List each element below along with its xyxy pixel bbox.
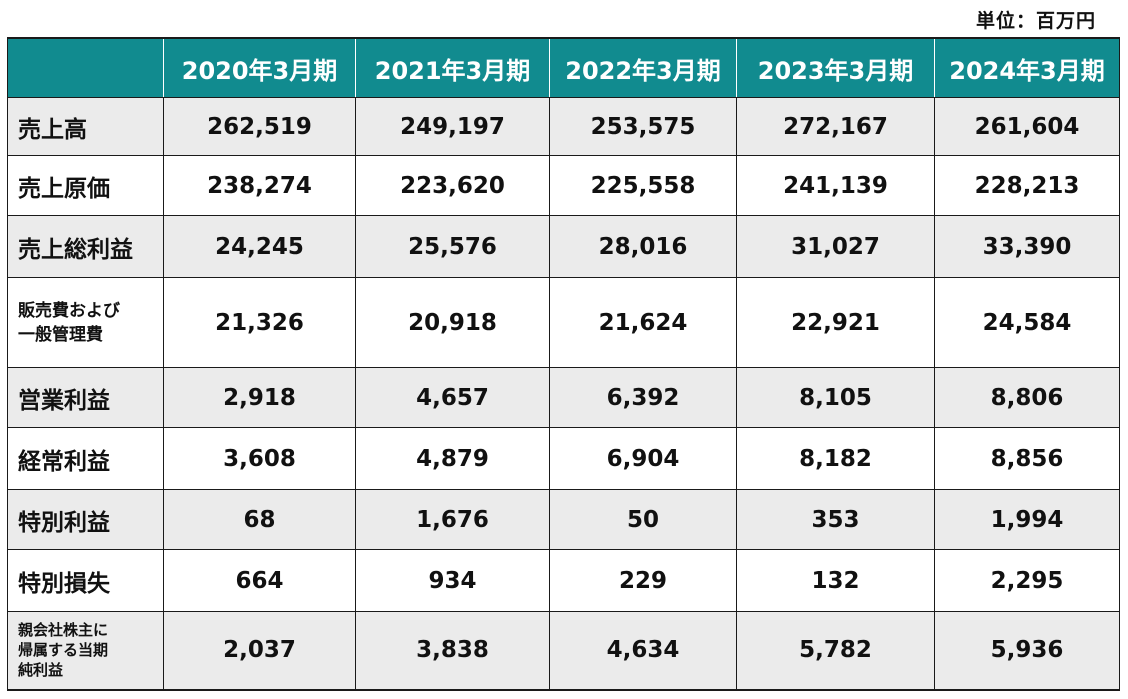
table-cell: 2,295	[934, 549, 1120, 612]
table-cell: 31,027	[736, 215, 935, 278]
row-label: 特別損失	[7, 549, 164, 612]
column-header: 2024年3月期	[934, 37, 1120, 98]
table-cell: 238,274	[163, 155, 356, 216]
table-cell: 3,608	[163, 427, 356, 490]
header-row: 2020年3月期 2021年3月期 2022年3月期 2023年3月期 2024…	[7, 37, 1120, 98]
row-label-line: 親会社株主に	[18, 621, 109, 640]
table-cell: 1,676	[355, 489, 550, 550]
table-cell: 8,105	[736, 367, 935, 428]
table-cell: 24,245	[163, 215, 356, 278]
table-cell: 8,806	[934, 367, 1120, 428]
table-cell: 223,620	[355, 155, 550, 216]
table-cell: 8,856	[934, 427, 1120, 490]
row-label: 売上原価	[7, 155, 164, 216]
table-cell: 6,392	[549, 367, 737, 428]
table-cell: 249,197	[355, 97, 550, 156]
table-row: 親会社株主に 帰属する当期 純利益 2,037 3,838 4,634 5,782 …	[7, 611, 1120, 691]
table-cell: 33,390	[934, 215, 1120, 278]
table-cell: 4,879	[355, 427, 550, 490]
column-header: 2020年3月期	[163, 37, 356, 98]
table-cell: 6,904	[549, 427, 737, 490]
column-header: 2022年3月期	[549, 37, 737, 98]
row-label: 親会社株主に 帰属する当期 純利益	[7, 611, 164, 691]
table-cell: 4,657	[355, 367, 550, 428]
column-header: 2023年3月期	[736, 37, 935, 98]
header-corner	[7, 37, 164, 98]
table-cell: 253,575	[549, 97, 737, 156]
column-header: 2021年3月期	[355, 37, 550, 98]
table-row: 売上原価 238,274 223,620 225,558 241,139 228…	[7, 155, 1120, 216]
table-row: 売上高 262,519 249,197 253,575 272,167 261,…	[7, 97, 1120, 156]
row-label: 営業利益	[7, 367, 164, 428]
table-cell: 353	[736, 489, 935, 550]
table-cell: 50	[549, 489, 737, 550]
row-label-line: 販売費および	[18, 300, 120, 321]
table-cell: 3,838	[355, 611, 550, 691]
table-cell: 132	[736, 549, 935, 612]
table-cell: 24,584	[934, 277, 1120, 368]
table-cell: 5,936	[934, 611, 1120, 691]
row-label: 特別利益	[7, 489, 164, 550]
table-cell: 225,558	[549, 155, 737, 216]
table-row: 販売費および 一般管理費 21,326 20,918 21,624 22,921 …	[7, 277, 1120, 368]
table-row: 特別損失 664 934 229 132 2,295	[7, 549, 1120, 612]
row-label: 売上高	[7, 97, 164, 156]
table-cell: 2,037	[163, 611, 356, 691]
table-cell: 68	[163, 489, 356, 550]
table-row: 特別利益 68 1,676 50 353 1,994	[7, 489, 1120, 550]
row-label-line: 純利益	[18, 661, 64, 680]
table-cell: 21,326	[163, 277, 356, 368]
table-cell: 664	[163, 549, 356, 612]
unit-label: 単位：百万円	[975, 10, 1096, 32]
table-row: 営業利益 2,918 4,657 6,392 8,105 8,806	[7, 367, 1120, 428]
table-cell: 272,167	[736, 97, 935, 156]
table-cell: 229	[549, 549, 737, 612]
row-label: 販売費および 一般管理費	[7, 277, 164, 368]
table-cell: 934	[355, 549, 550, 612]
table-cell: 261,604	[934, 97, 1120, 156]
table-cell: 262,519	[163, 97, 356, 156]
table-cell: 5,782	[736, 611, 935, 691]
table-cell: 25,576	[355, 215, 550, 278]
table-cell: 241,139	[736, 155, 935, 216]
row-label-line: 一般管理費	[18, 324, 103, 345]
financial-table: 2020年3月期 2021年3月期 2022年3月期 2023年3月期 2024…	[7, 37, 1120, 691]
row-label: 売上総利益	[7, 215, 164, 278]
table-cell: 4,634	[549, 611, 737, 691]
table-cell: 22,921	[736, 277, 935, 368]
table-cell: 20,918	[355, 277, 550, 368]
row-label-line: 帰属する当期	[18, 641, 109, 660]
table-cell: 1,994	[934, 489, 1120, 550]
table-cell: 228,213	[934, 155, 1120, 216]
row-label: 経常利益	[7, 427, 164, 490]
table-row: 売上総利益 24,245 25,576 28,016 31,027 33,390	[7, 215, 1120, 278]
table-cell: 28,016	[549, 215, 737, 278]
table-row: 経常利益 3,608 4,879 6,904 8,182 8,856	[7, 427, 1120, 490]
table-cell: 21,624	[549, 277, 737, 368]
table-cell: 8,182	[736, 427, 935, 490]
table-cell: 2,918	[163, 367, 356, 428]
